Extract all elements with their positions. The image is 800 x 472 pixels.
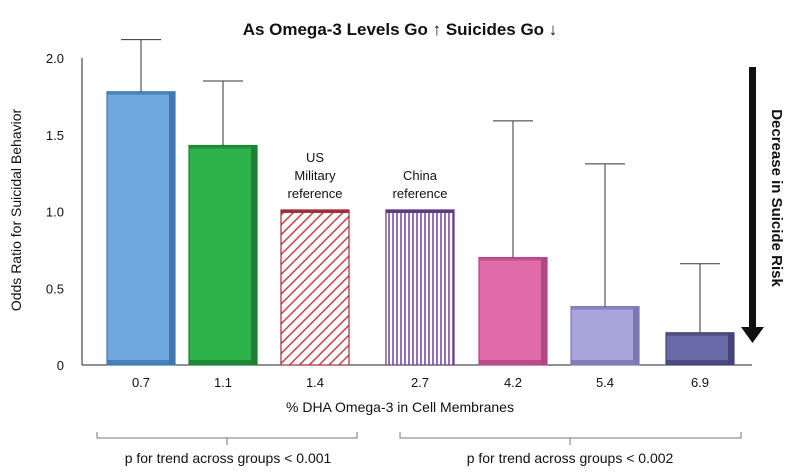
x-tick-label: 1.1 bbox=[214, 375, 232, 390]
bars bbox=[106, 39, 735, 366]
x-tick-label: 4.2 bbox=[504, 375, 522, 390]
us-reference-line-1: US bbox=[306, 150, 324, 165]
bar-base-shade bbox=[107, 360, 175, 365]
bar-5.4 bbox=[570, 306, 640, 366]
bar-top-bevel bbox=[386, 209, 454, 213]
y-tick-label: 1.0 bbox=[46, 205, 64, 220]
x-tick-label: 0.7 bbox=[132, 375, 150, 390]
y-tick-label: 0 bbox=[57, 358, 64, 373]
risk-arrow bbox=[741, 67, 764, 343]
trend-left-label: p for trend across groups < 0.001 bbox=[125, 450, 332, 466]
bar-side-shade bbox=[251, 145, 257, 365]
trend-bracket-left bbox=[96, 432, 358, 445]
bar-base-shade bbox=[666, 360, 734, 365]
chart-title: As Omega-3 Levels Go ↑ Suicides Go ↓ bbox=[243, 20, 558, 39]
x-tick-label: 5.4 bbox=[596, 375, 614, 390]
y-tick-label: 0.5 bbox=[46, 281, 64, 296]
bar-top-bevel bbox=[479, 257, 547, 261]
x-axis-label: % DHA Omega-3 in Cell Membranes bbox=[286, 399, 514, 415]
x-tick-label: 1.4 bbox=[306, 375, 324, 390]
bar-top-bevel bbox=[189, 145, 257, 149]
risk-arrow-head bbox=[741, 327, 764, 343]
bar-0.7 bbox=[106, 91, 176, 366]
trend-right-label: p for trend across groups < 0.002 bbox=[467, 450, 674, 466]
bar-top-bevel bbox=[281, 209, 349, 213]
bar-side-shade bbox=[633, 306, 639, 365]
bar-4.2 bbox=[478, 256, 548, 366]
us-reference-line-3: reference bbox=[288, 186, 343, 201]
bar-top-bevel bbox=[571, 306, 639, 310]
risk-arrow-shaft bbox=[749, 67, 756, 329]
y-axis-label: Odds Ratio for Suicidal Behavior bbox=[8, 109, 24, 312]
risk-arrow-label: Decrease in Suicide Risk bbox=[768, 109, 785, 287]
us-reference-label: US Military reference bbox=[288, 150, 343, 201]
china-reference-line-1: China bbox=[403, 168, 438, 183]
bar-top-bevel bbox=[666, 332, 734, 336]
bar-top-bevel bbox=[107, 91, 175, 95]
x-tick-label: 2.7 bbox=[411, 375, 429, 390]
bar-1.4 bbox=[280, 209, 350, 366]
x-tick-label: 6.9 bbox=[691, 375, 709, 390]
y-ticks: 0 0.5 1.0 1.5 2.0 bbox=[46, 51, 64, 373]
bar-side-shade bbox=[728, 332, 734, 365]
bar-base-shade bbox=[571, 360, 639, 365]
bar-side-shade bbox=[541, 257, 547, 365]
x-ticks: 0.7 1.1 1.4 2.7 4.2 5.4 6.9 bbox=[132, 375, 709, 390]
bar-base-shade bbox=[479, 360, 547, 365]
y-tick-label: 2.0 bbox=[46, 51, 64, 66]
china-reference-label: China reference bbox=[393, 168, 448, 201]
bar-base-shade bbox=[189, 360, 257, 365]
bar-1.1 bbox=[188, 144, 258, 366]
trend-bracket-right bbox=[399, 432, 742, 445]
us-reference-line-2: Military bbox=[294, 168, 336, 183]
china-reference-line-2: reference bbox=[393, 186, 448, 201]
y-tick-label: 1.5 bbox=[46, 128, 64, 143]
bar-side-shade bbox=[169, 91, 175, 366]
bar-2.7 bbox=[385, 209, 455, 366]
